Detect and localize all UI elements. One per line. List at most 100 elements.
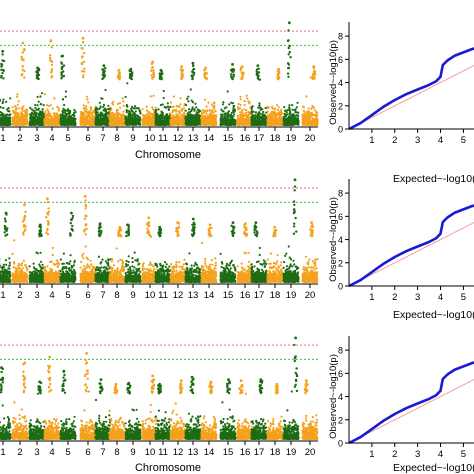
snp-point: [132, 107, 135, 110]
snp-point: [185, 103, 188, 107]
snp-point: [17, 122, 20, 126]
snp-point: [160, 121, 163, 124]
snp-point: [53, 123, 56, 126]
snp-point: [221, 113, 224, 117]
snp-point: [180, 72, 183, 76]
snp-point: [167, 108, 170, 111]
snp-point: [157, 116, 160, 119]
snp-point: [34, 103, 37, 107]
snp-point: [245, 114, 248, 117]
snp-point: [6, 116, 9, 119]
snp-point: [248, 101, 251, 104]
snp-point: [139, 112, 142, 115]
snp-point: [124, 95, 127, 98]
snp-point: [45, 116, 48, 119]
snp-point: [20, 121, 23, 124]
peak-snp-point: [36, 66, 39, 70]
snp-point: [163, 115, 166, 118]
snp-point: [36, 71, 40, 74]
snp-point: [271, 121, 274, 124]
snp-point: [205, 105, 208, 108]
snp-point: [71, 119, 74, 122]
snp-point: [169, 101, 172, 104]
snp-point: [88, 118, 91, 121]
snp-point: [241, 114, 244, 117]
snp-point: [280, 119, 283, 122]
snp-point: [239, 95, 242, 98]
peak-snp-point: [159, 68, 163, 72]
snp-point: [245, 117, 248, 120]
snp-point: [51, 120, 55, 123]
snp-point: [145, 105, 148, 108]
snp-point: [247, 115, 250, 118]
snp-point: [212, 122, 215, 125]
snp-point: [190, 99, 193, 102]
snp-point: [119, 122, 122, 125]
snp-point: [139, 118, 142, 121]
snp-point: [270, 114, 273, 117]
snp-point: [206, 115, 209, 119]
snp-point: [146, 116, 149, 119]
snp-point: [1, 53, 4, 56]
snp-point: [120, 114, 123, 117]
snp-point: [63, 111, 66, 114]
snp-point: [138, 109, 141, 112]
snp-point: [179, 103, 182, 106]
snp-point: [280, 108, 283, 111]
snp-point: [15, 121, 18, 124]
snp-point: [50, 59, 53, 63]
snp-point: [156, 123, 159, 126]
peak-snp-point: [49, 39, 53, 42]
snp-point: [261, 112, 264, 116]
snp-point: [171, 114, 174, 117]
snp-point: [85, 123, 88, 126]
snp-point: [64, 90, 68, 93]
snp-point: [16, 93, 19, 96]
snp-point: [154, 106, 157, 109]
snp-point: [83, 70, 86, 73]
snp-point: [61, 65, 64, 69]
snp-point: [228, 103, 231, 106]
snp-point: [0, 116, 1, 119]
snp-point: [107, 104, 110, 107]
snp-point: [210, 103, 213, 106]
snp-point: [59, 121, 62, 125]
snp-point: [128, 115, 131, 118]
snp-point: [89, 112, 92, 115]
snp-point: [51, 74, 54, 78]
snp-point: [149, 121, 152, 124]
snp-point: [33, 115, 36, 119]
snp-point: [169, 105, 172, 109]
snp-point: [200, 118, 203, 121]
snp-point: [62, 119, 65, 122]
snp-point: [178, 118, 181, 121]
snp-point: [33, 122, 36, 125]
snp-point: [220, 115, 223, 118]
snp-point: [240, 109, 244, 112]
snp-point: [203, 121, 206, 124]
snp-point: [71, 121, 75, 124]
snp-point: [68, 118, 71, 122]
snp-point: [36, 104, 39, 107]
snp-point: [59, 113, 63, 116]
snp-point: [239, 98, 242, 101]
snp-point: [264, 106, 267, 110]
snp-point: [85, 108, 88, 111]
snp-point: [51, 117, 54, 120]
snp-point: [39, 103, 42, 106]
snp-point: [263, 115, 267, 118]
snp-point: [115, 111, 118, 114]
snp-point: [8, 110, 11, 113]
snp-point: [256, 113, 259, 116]
snp-point: [64, 122, 68, 125]
snp-point: [212, 111, 215, 114]
snp-point: [187, 115, 190, 119]
snp-point: [187, 108, 191, 111]
peak-snp-point: [81, 36, 85, 40]
snp-point: [192, 68, 195, 72]
snp-point: [134, 110, 137, 113]
snp-point: [16, 117, 19, 120]
snp-point: [154, 113, 157, 116]
snp-point: [5, 122, 8, 125]
snp-point: [239, 111, 242, 114]
